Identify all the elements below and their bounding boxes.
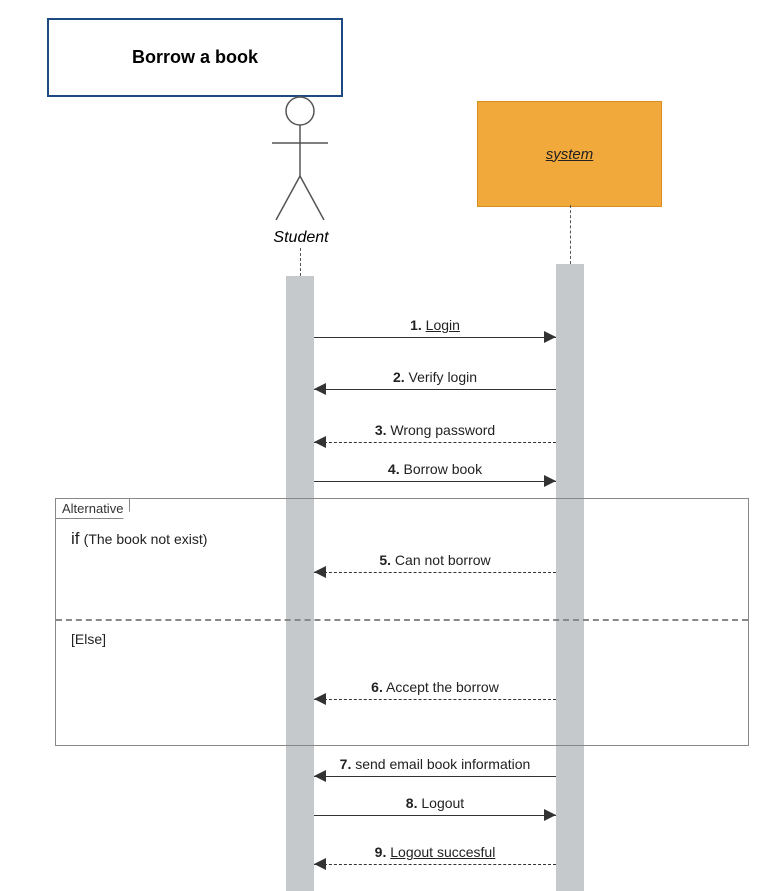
- message-label-1: 1. Login: [314, 317, 556, 333]
- message-label-3: 3. Wrong password: [314, 422, 556, 438]
- message-label-6: 6. Accept the borrow: [314, 679, 556, 695]
- alt-if-text: (The book not exist): [84, 531, 208, 547]
- message-number: 5.: [379, 552, 391, 568]
- message-text: Verify login: [409, 369, 477, 385]
- message-text: Logout succesful: [390, 844, 495, 860]
- message-label-9: 9. Logout succesful: [314, 844, 556, 860]
- alt-if-condition: if (The book not exist): [71, 529, 207, 549]
- alt-fragment-box: Alternative if (The book not exist) [Else]: [55, 498, 749, 746]
- message-number: 7.: [340, 756, 352, 772]
- message-label-5: 5. Can not borrow: [314, 552, 556, 568]
- message-line-3: [314, 442, 556, 443]
- message-text: Can not borrow: [395, 552, 491, 568]
- sequence-diagram-canvas: Borrow a book Student system Alternative if …: [0, 0, 767, 891]
- message-text: send email book information: [355, 756, 530, 772]
- message-line-5: [314, 572, 556, 573]
- message-line-4: [314, 481, 556, 482]
- message-number: 4.: [388, 461, 400, 477]
- message-text: Borrow book: [403, 461, 482, 477]
- system-actor-box: system: [477, 101, 662, 207]
- message-label-7: 7. send email book information: [314, 756, 556, 772]
- message-number: 1.: [410, 317, 422, 333]
- message-number: 8.: [406, 795, 418, 811]
- diagram-title-text: Borrow a book: [132, 47, 258, 68]
- student-actor-label: Student: [266, 229, 336, 247]
- student-actor-icon: [260, 96, 340, 226]
- alt-else-label: [Else]: [71, 631, 106, 647]
- message-number: 3.: [375, 422, 387, 438]
- message-line-7: [314, 776, 556, 777]
- message-number: 2.: [393, 369, 405, 385]
- alt-divider-line: [56, 619, 748, 621]
- alt-fragment-tab: Alternative: [55, 498, 130, 519]
- system-actor-label: system: [546, 146, 594, 163]
- message-text: Logout: [421, 795, 464, 811]
- message-number: 6.: [371, 679, 383, 695]
- diagram-title-box: Borrow a book: [47, 18, 343, 97]
- student-lifeline-dash: [300, 248, 301, 276]
- message-label-8: 8. Logout: [314, 795, 556, 811]
- alt-if-keyword: if: [71, 529, 80, 548]
- message-text: Accept the borrow: [386, 679, 499, 695]
- message-line-9: [314, 864, 556, 865]
- message-line-1: [314, 337, 556, 338]
- message-label-2: 2. Verify login: [314, 369, 556, 385]
- message-text: Login: [426, 317, 460, 333]
- message-number: 9.: [375, 844, 387, 860]
- message-line-6: [314, 699, 556, 700]
- system-lifeline-dash: [570, 205, 571, 264]
- message-text: Wrong password: [390, 422, 495, 438]
- message-line-8: [314, 815, 556, 816]
- message-line-2: [314, 389, 556, 390]
- message-label-4: 4. Borrow book: [314, 461, 556, 477]
